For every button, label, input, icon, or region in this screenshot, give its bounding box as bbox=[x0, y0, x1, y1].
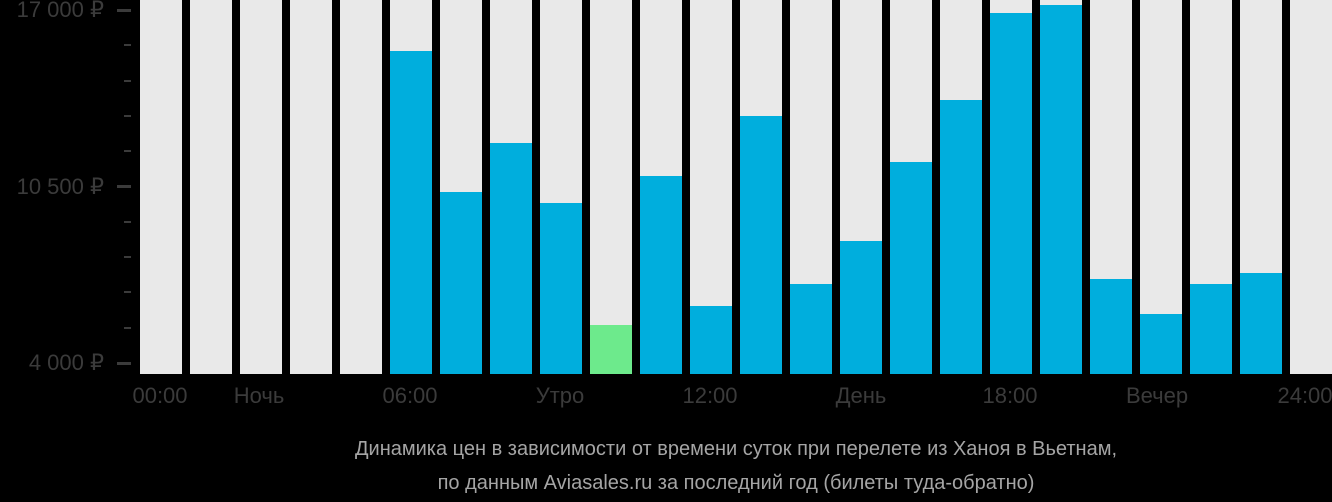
bar-track bbox=[140, 0, 182, 374]
x-axis-label: Вечер bbox=[1125, 383, 1189, 408]
y-axis-tick-major bbox=[117, 8, 131, 12]
y-axis-label: 17 000 ₽ bbox=[16, 0, 104, 22]
bar-hour-05[interactable] bbox=[390, 0, 432, 374]
bar-hour-08[interactable] bbox=[540, 0, 582, 374]
bar-hour-13[interactable] bbox=[790, 0, 832, 374]
x-axis-label: 24:00 bbox=[1277, 383, 1332, 408]
caption-line-1: Динамика цен в зависимости от времени су… bbox=[354, 438, 1118, 460]
bar-fill bbox=[640, 175, 682, 374]
y-axis-tick-minor bbox=[124, 326, 131, 329]
y-axis-tick-major bbox=[117, 361, 131, 365]
plot-area: 17 000 ₽ 10 500 ₽ 4 000 ₽ 00:00 Ночь 06:00 Утр… bbox=[16, 0, 1332, 408]
bar-track bbox=[290, 0, 332, 374]
bar-hour-09[interactable] bbox=[590, 0, 632, 374]
bar-track bbox=[590, 0, 632, 374]
bar-fill bbox=[740, 115, 782, 374]
y-axis-label: 4 000 ₽ bbox=[28, 350, 104, 375]
bar-hour-12[interactable] bbox=[740, 0, 782, 374]
bar-fill bbox=[490, 143, 532, 374]
bar-fill bbox=[1090, 278, 1132, 374]
y-axis-label: 10 500 ₽ bbox=[16, 173, 104, 199]
bar-no-data-hour-03[interactable] bbox=[290, 0, 332, 374]
bar-no-data-hour-01[interactable] bbox=[190, 0, 232, 374]
bar-no-data-hour-00[interactable] bbox=[140, 0, 182, 374]
bar-hour-19[interactable] bbox=[1090, 0, 1132, 374]
chart-caption: Динамика цен в зависимости от времени су… bbox=[140, 432, 1332, 500]
x-axis-label: Ночь bbox=[233, 383, 285, 408]
bar-track bbox=[190, 0, 232, 374]
bar-track bbox=[340, 0, 382, 374]
bar-no-data-hour-04[interactable] bbox=[340, 0, 382, 374]
bar-fill bbox=[1140, 314, 1182, 374]
bar-fill bbox=[1240, 273, 1282, 374]
bar-fill bbox=[990, 12, 1032, 374]
bar-hour-07[interactable] bbox=[490, 0, 532, 374]
x-axis-label: 12:00 bbox=[682, 383, 738, 408]
x-axis-label: 18:00 bbox=[982, 383, 1038, 408]
bar-hour-10[interactable] bbox=[640, 0, 682, 374]
bar-hour-21[interactable] bbox=[1190, 0, 1232, 374]
bar-fill bbox=[440, 191, 482, 374]
bar-no-data-hour-23[interactable] bbox=[1290, 0, 1332, 374]
y-axis-tick-minor bbox=[124, 79, 131, 82]
bar-fill bbox=[540, 202, 582, 374]
bar-no-data-hour-02[interactable] bbox=[240, 0, 282, 374]
bar-fill bbox=[390, 50, 432, 374]
bar-fill bbox=[1190, 284, 1232, 374]
bar-hour-20[interactable] bbox=[1140, 0, 1182, 374]
y-axis-tick-minor bbox=[124, 220, 131, 223]
bar-track bbox=[1140, 0, 1182, 374]
bar-fill bbox=[940, 99, 982, 374]
bar-hour-22[interactable] bbox=[1240, 0, 1282, 374]
bar-track bbox=[240, 0, 282, 374]
bar-fill bbox=[1040, 4, 1082, 374]
bar-fill bbox=[690, 305, 732, 374]
y-axis-tick-minor bbox=[124, 291, 131, 294]
bar-hour-14[interactable] bbox=[840, 0, 882, 374]
bar-fill bbox=[840, 240, 882, 374]
caption-line-2: по данным Aviasales.ru за последний год … bbox=[437, 472, 1035, 494]
x-axis-label: 00:00 bbox=[132, 383, 188, 408]
bar-fill-lowest-price bbox=[590, 325, 632, 374]
bar-hour-15[interactable] bbox=[890, 0, 932, 374]
bar-hour-18[interactable] bbox=[1040, 0, 1082, 374]
bar-hour-11[interactable] bbox=[690, 0, 732, 374]
bar-track bbox=[1290, 0, 1332, 374]
bar-hour-16[interactable] bbox=[940, 0, 982, 374]
y-axis-tick-minor bbox=[124, 256, 131, 259]
y-axis-tick-minor bbox=[124, 44, 131, 47]
bar-hour-06[interactable] bbox=[440, 0, 482, 374]
bar-fill bbox=[790, 284, 832, 374]
y-axis-tick-major bbox=[117, 185, 131, 188]
x-axis-label: Утро bbox=[535, 383, 585, 408]
x-axis-label: 06:00 bbox=[382, 383, 438, 408]
y-axis-tick-minor bbox=[124, 150, 131, 153]
bar-fill bbox=[890, 162, 932, 374]
x-axis-label: День bbox=[835, 383, 887, 408]
y-axis-tick-minor bbox=[124, 114, 131, 117]
bar-hour-17[interactable] bbox=[990, 0, 1032, 374]
